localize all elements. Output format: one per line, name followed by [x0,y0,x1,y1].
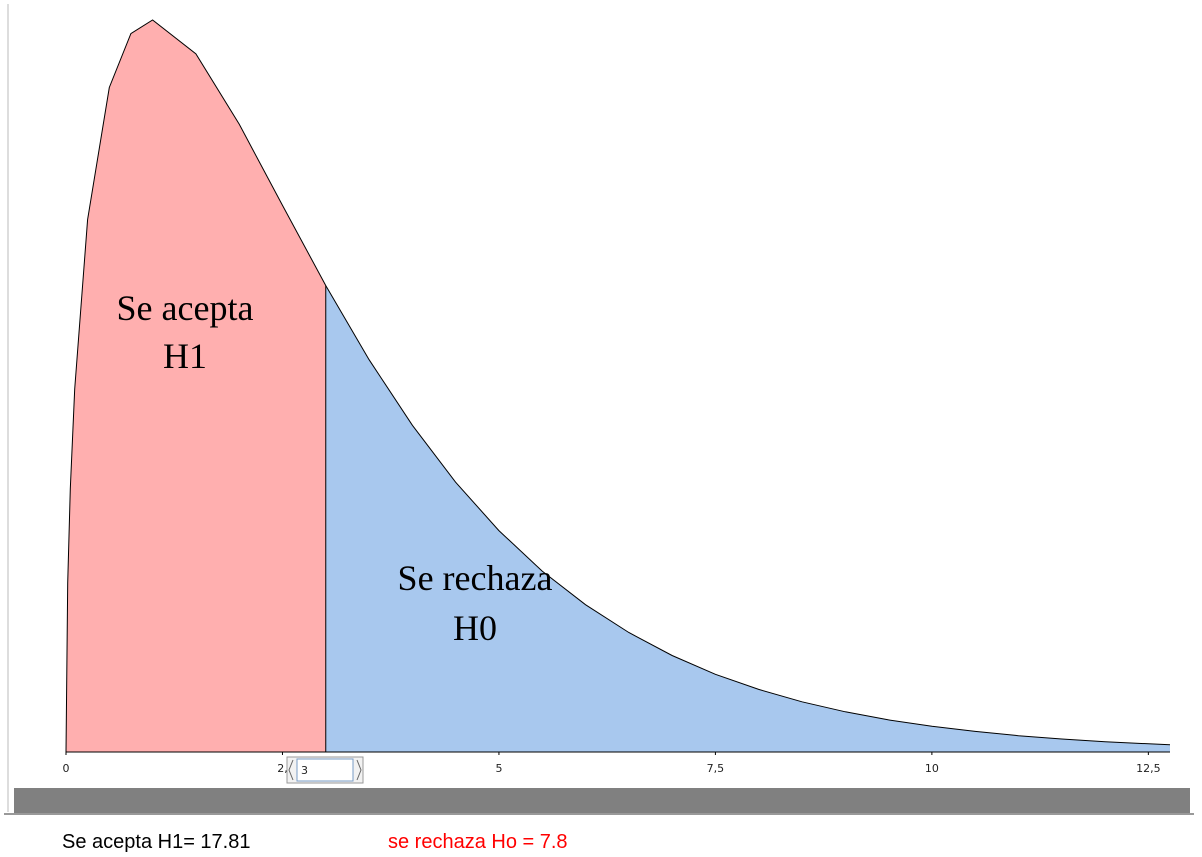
region-label: H0 [453,608,497,648]
cutoff-field [296,758,354,782]
region-label: H1 [163,336,207,376]
x-tick-label: 12,5 [1136,762,1161,775]
density-curve [65,19,1171,753]
bar-edge [4,813,1194,815]
footer-box [38,815,780,857]
footer-accept: Se acepta H1= 17.81 [62,831,250,853]
probability-bar [14,788,1190,813]
region-label: Se acepta [117,288,254,328]
arrow-right [356,759,362,781]
x-tick-label: 10 [925,762,939,775]
x-tick-label: 0 [63,762,70,775]
x-tick-label: 5 [495,762,502,775]
left-region [66,20,326,752]
x-tick-label: 7,5 [707,762,725,775]
x-tick-label: 2, [277,762,288,775]
arrow-left [288,759,294,781]
footer-reject: se rechaza Ho = 7.8 [388,831,568,853]
cutoff-value: 3 [301,764,308,777]
right-region [325,285,1170,752]
region-label: Se rechaza [398,558,553,598]
